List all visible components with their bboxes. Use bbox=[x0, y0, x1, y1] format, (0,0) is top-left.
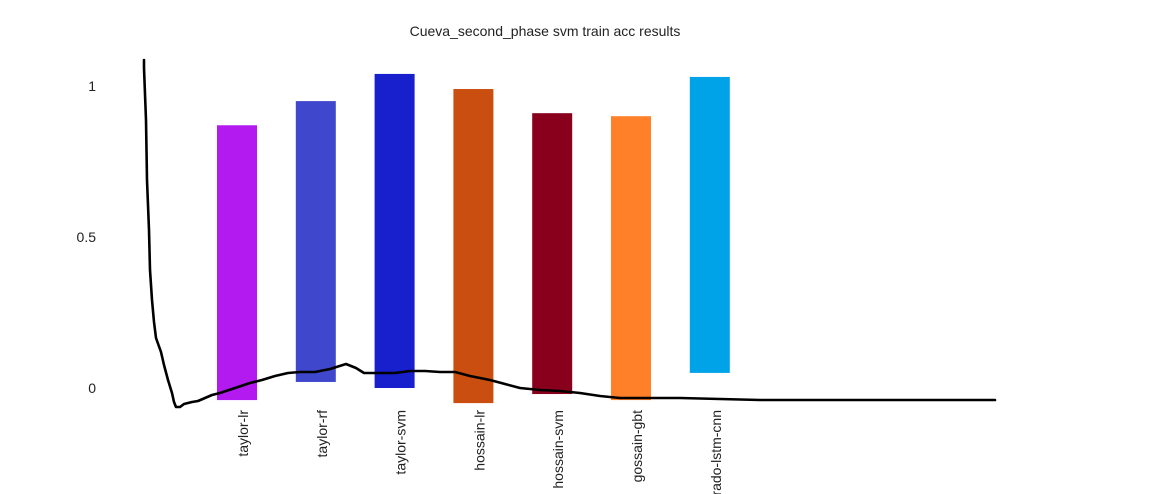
y-tick-label: 0.5 bbox=[77, 229, 97, 245]
x-tick-label: taylor-rf bbox=[314, 410, 330, 458]
x-tick-label: gossain-gbt bbox=[629, 410, 645, 482]
axis-line bbox=[142, 58, 997, 409]
chart-title: Cueva_second_phase svm train acc results bbox=[410, 23, 681, 39]
bar-taylor-lr bbox=[217, 125, 257, 401]
bar-hossain-svm bbox=[532, 113, 573, 395]
bar-gossain-gbt bbox=[611, 116, 651, 401]
x-tick-label: Jurado-lstm-cnn bbox=[708, 410, 724, 494]
x-tick-label: taylor-lr bbox=[235, 410, 251, 457]
y-axis-ticks: 00.51 bbox=[77, 78, 97, 396]
bar-taylor-rf bbox=[295, 101, 336, 382]
x-tick-label: hossain-lr bbox=[471, 410, 487, 471]
x-tick-label: taylor-svm bbox=[393, 410, 409, 475]
bars-group bbox=[217, 73, 730, 404]
bar-Jurado-lstm-cnn bbox=[689, 76, 730, 373]
y-tick-label: 0 bbox=[88, 380, 96, 396]
y-tick-label: 1 bbox=[88, 78, 96, 94]
x-axis-labels: taylor-lr taylor-rf taylor-svm hossain-lr ho… bbox=[235, 410, 724, 494]
x-tick-label: hossain-svm bbox=[550, 410, 566, 489]
bar-hossain-lr bbox=[453, 89, 494, 404]
bar-taylor-svm bbox=[374, 73, 415, 389]
